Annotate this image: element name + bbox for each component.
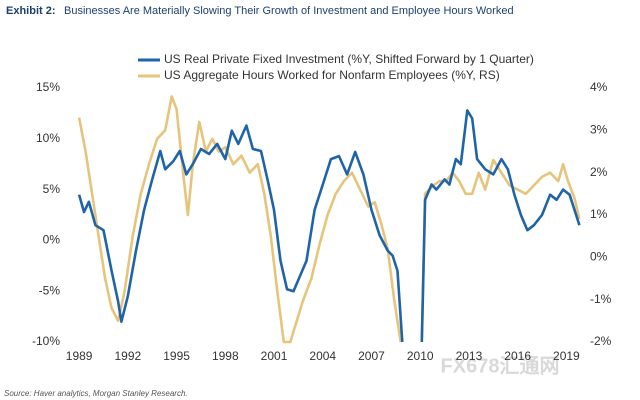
series-line [77,109,581,343]
y-tick-label: 10% [36,131,60,145]
x-tick-label: 1995 [163,349,190,363]
series-line [77,95,581,344]
x-tick-label: 2019 [553,349,580,363]
y2-tick-label: 0% [590,250,608,264]
legend-label: US Real Private Fixed Investment (%Y, Sh… [164,52,534,66]
y2-tick-label: -2% [590,334,612,348]
x-tick-label: 2013 [456,349,483,363]
watermark: FX678汇通网 [441,354,560,377]
y-tick-label: 5% [43,182,61,196]
x-tick-label: 1989 [66,349,93,363]
x-tick-label: 2016 [504,349,531,363]
y2-tick-label: 3% [590,123,608,137]
y2-tick-label: -1% [590,292,612,306]
y-tick-label: 15% [36,80,60,94]
legend-label: US Aggregate Hours Worked for Nonfarm Em… [164,68,500,82]
y2-tick-label: 1% [590,207,608,221]
x-tick-label: 2001 [261,349,288,363]
x-tick-label: 1998 [212,349,239,363]
y-tick-label: -5% [39,283,61,297]
chart-title: Businesses Are Materially Slowing Their … [64,5,514,17]
x-tick-label: 2004 [309,349,336,363]
y2-tick-label: 4% [590,80,608,94]
x-tick-label: 1992 [114,349,141,363]
y-tick-label: -10% [32,334,60,348]
title-label: Exhibit 2: [6,5,56,17]
source: Source: Haver analytics, Morgan Stanley … [4,389,188,398]
y2-tick-label: 2% [590,165,608,179]
x-tick-label: 2010 [407,349,434,363]
y-tick-label: 0% [43,233,61,247]
x-tick-label: 2007 [358,349,385,363]
